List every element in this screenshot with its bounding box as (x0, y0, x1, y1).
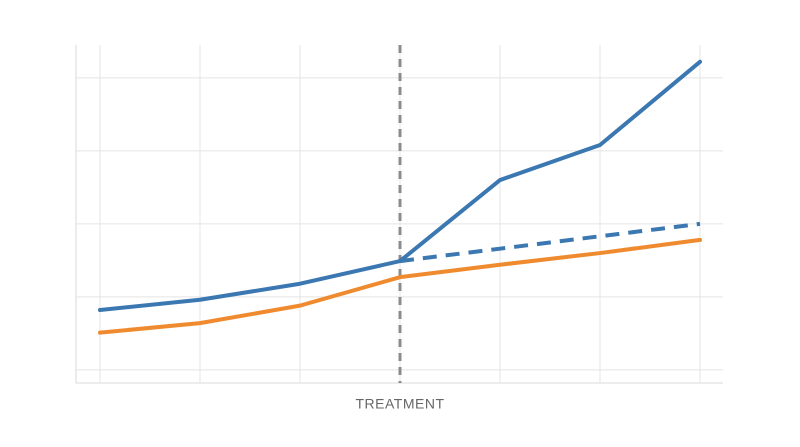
treatment-label: TREATMENT (355, 396, 444, 412)
counterfactual-line (399, 221, 701, 264)
plot-area: TREATMENT (98, 45, 702, 412)
series-line (98, 237, 702, 335)
